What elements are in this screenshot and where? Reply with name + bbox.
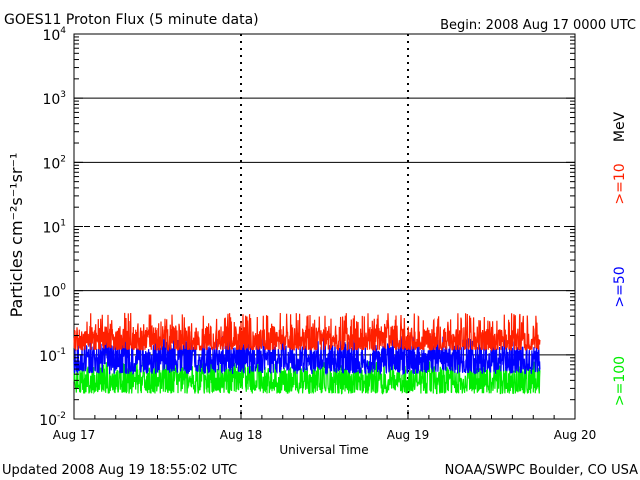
x-axis-label: Universal Time bbox=[279, 443, 368, 457]
y-tick-label: 103 bbox=[42, 90, 66, 108]
x-tick-label: Aug 18 bbox=[220, 428, 263, 442]
legend-label: >=10 bbox=[612, 163, 628, 204]
x-tick-label: Aug 20 bbox=[554, 428, 597, 442]
legend-label: >=50 bbox=[612, 266, 628, 307]
y-tick-label: 100 bbox=[42, 283, 66, 301]
y-tick-label: 10-2 bbox=[39, 411, 66, 429]
credit-label: NOAA/SWPC Boulder, CO USA bbox=[445, 463, 638, 478]
y-tick-label: 10-1 bbox=[39, 347, 66, 365]
day-dividers bbox=[240, 34, 409, 419]
legend: MeV >=10 >=50 >=100 bbox=[612, 111, 628, 406]
y-axis-label: Particles cm⁻²s⁻¹sr⁻¹ bbox=[7, 153, 26, 318]
series-line bbox=[73, 312, 541, 353]
units-label: MeV bbox=[612, 111, 628, 142]
data-series bbox=[73, 312, 541, 395]
y-tick-label: 101 bbox=[42, 219, 66, 237]
begin-label: Begin: 2008 Aug 17 0000 UTC bbox=[440, 18, 636, 33]
y-tick-label: 102 bbox=[42, 154, 66, 172]
y-tick-label: 104 bbox=[42, 26, 66, 44]
series-line bbox=[73, 361, 541, 395]
legend-label: >=100 bbox=[612, 356, 628, 406]
y-axis: 104 103 102 101 100 10-1 10-2 bbox=[39, 26, 575, 429]
x-tick-label: Aug 19 bbox=[387, 428, 430, 442]
updated-timestamp: Updated 2008 Aug 19 18:55:02 UTC bbox=[2, 463, 237, 478]
x-tick-label: Aug 17 bbox=[53, 428, 96, 442]
chart-title: GOES11 Proton Flux (5 minute data) bbox=[4, 12, 259, 28]
series-line bbox=[73, 335, 541, 376]
x-axis: Aug 17 Aug 18 Aug 19 Aug 20 bbox=[53, 410, 597, 442]
